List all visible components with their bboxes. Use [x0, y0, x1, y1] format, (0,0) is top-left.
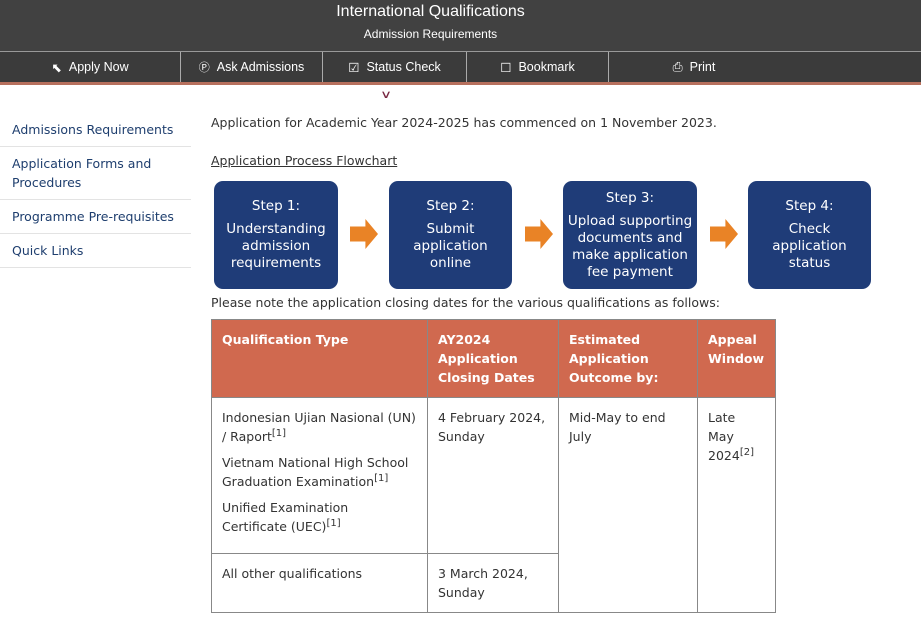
qualification-name: Indonesian Ujian Nasional (UN) / Raport — [222, 410, 416, 444]
step-title: Step 2: — [426, 198, 475, 214]
step-title: Step 1: — [251, 198, 301, 214]
question-circle-icon: Ⓟ — [198, 62, 210, 74]
page-subtitle: Admission Requirements — [363, 27, 498, 41]
print-button[interactable]: ⎙ Print — [609, 52, 779, 82]
label: Bookmark — [518, 60, 575, 74]
col-header: Appeal Window — [697, 319, 776, 398]
step-text: Submit application online — [413, 221, 488, 271]
flow-step-4: Step 4: Check application status — [748, 181, 871, 289]
step-title: Step 3: — [605, 189, 655, 206]
table-row: All other qualifications 3 March 2024, S… — [211, 553, 776, 613]
label: Print — [689, 60, 716, 74]
action-bar: ⬉ Apply Now Ⓟ Ask Admissions ☑ Status Check… — [0, 51, 921, 85]
flow-step-3: Step 3: Upload supporting documents and m… — [563, 181, 697, 289]
footnote-ref[interactable]: [1] — [271, 427, 287, 439]
flow-step-1: Step 1: Understanding admission requireme… — [214, 181, 338, 289]
outcome-cell: Mid-May to end July — [558, 397, 698, 613]
closing-dates-note: Please note the application closing date… — [211, 295, 720, 310]
col-header: AY2024 Application Closing Dates — [427, 319, 559, 398]
cursor-icon: ⬉ — [51, 60, 62, 75]
printer-icon: ⎙ — [672, 59, 683, 74]
page-title: International Qualifications — [336, 3, 525, 20]
chevron-down-icon: ∨ — [379, 88, 393, 101]
intro-text: Application for Academic Year 2024-2025 … — [211, 115, 717, 130]
appeal-cell: Late May 2024[2] — [697, 397, 776, 613]
checkbox-icon: ☑ — [348, 60, 360, 75]
col-header: Qualification Type — [211, 319, 428, 398]
step-text: Check application status — [772, 221, 847, 271]
flow-step-2: Step 2: Submit application online — [389, 181, 512, 289]
step-title: Step 4: — [785, 198, 834, 214]
page-header: International Qualifications Admission R… — [0, 0, 921, 51]
closing-dates-table: Qualification Type AY2024 Application Cl… — [211, 319, 776, 613]
table-row: Indonesian Ujian Nasional (UN) / Raport[… — [211, 397, 776, 613]
status-check-button[interactable]: ☑ Status Check — [323, 52, 467, 82]
sidebar-item-programme-prerequisites[interactable]: Programme Pre-requisites — [0, 200, 191, 234]
bookmark-button[interactable]: ☐ Bookmark — [467, 52, 609, 82]
flowchart-link[interactable]: Application Process Flowchart — [211, 153, 398, 168]
qualification-name: Vietnam National High School Graduation … — [222, 455, 409, 489]
ask-admissions-button[interactable]: Ⓟ Ask Admissions — [181, 52, 323, 82]
label: Apply Now — [68, 60, 129, 74]
label: Status Check — [366, 60, 441, 74]
sidebar: Admissions Requirements Application Form… — [0, 113, 191, 268]
footnote-ref[interactable]: [1] — [326, 517, 341, 529]
bookmark-icon: ☐ — [500, 60, 512, 75]
footnote-ref[interactable]: [1] — [374, 472, 389, 484]
col-header: Estimated Application Outcome by: — [558, 319, 698, 398]
step-text: Upload supporting documents and make app… — [567, 212, 693, 280]
closing-date-cell: 4 February 2024, Sunday — [427, 397, 559, 554]
table-header-row: Qualification Type AY2024 Application Cl… — [211, 319, 776, 398]
apply-now-button[interactable]: ⬉ Apply Now — [0, 52, 181, 82]
appeal-text: Late May 2024 — [708, 410, 740, 463]
sidebar-item-quick-links[interactable]: Quick Links — [0, 234, 191, 268]
sidebar-item-admissions-requirements[interactable]: Admissions Requirements — [0, 113, 191, 147]
footnote-ref[interactable]: [2] — [739, 446, 754, 458]
step-text: Understanding admission requirements — [226, 221, 326, 271]
sidebar-item-application-forms[interactable]: Application Forms and Procedures — [0, 147, 191, 200]
qualification-cell: All other qualifications — [211, 553, 428, 613]
qualification-cell: Indonesian Ujian Nasional (UN) / Raport[… — [211, 397, 428, 554]
label: Ask Admissions — [216, 60, 305, 74]
qualification-name: Unified Examination Certificate (UEC) — [222, 500, 349, 534]
closing-date-cell: 3 March 2024, Sunday — [427, 553, 559, 613]
